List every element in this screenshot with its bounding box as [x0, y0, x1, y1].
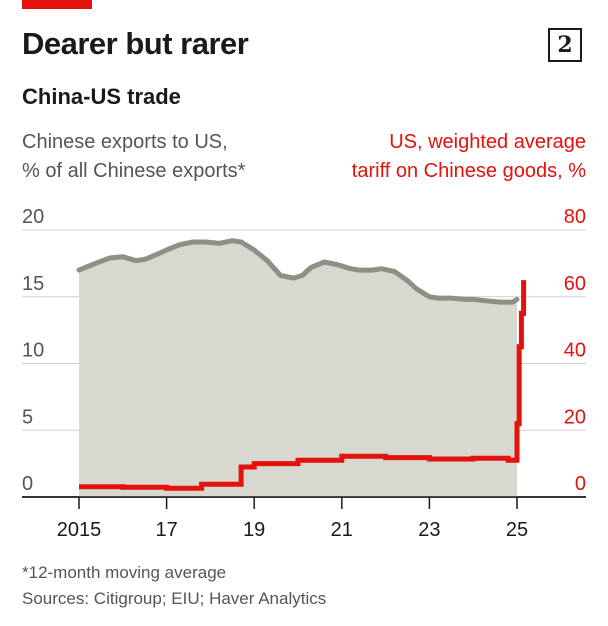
exports-share-line — [76, 238, 520, 305]
tariff-step-line — [79, 280, 527, 491]
x-tick-label: 25 — [506, 519, 528, 541]
left-tick-label: 5 — [22, 406, 33, 428]
x-tick-label: 17 — [155, 519, 177, 541]
right-tick-label: 20 — [564, 406, 586, 428]
left-tick-label: 0 — [22, 473, 33, 495]
brand-tab — [22, 0, 92, 9]
chart-subtitle: China-US trade — [22, 84, 181, 109]
x-tick-label: 23 — [418, 519, 440, 541]
chart-plot: 20 80 15 60 10 40 5 20 0 0 2015 17 19 21 23 25 — [22, 206, 586, 541]
left-axis-label-line1: Chinese exports to US, — [22, 131, 228, 153]
footnote-sources: Sources: Citigroup; EIU; Haver Analytics — [22, 589, 327, 608]
left-tick-label: 20 — [22, 206, 44, 228]
right-tick-label: 80 — [564, 206, 586, 228]
footnote: *12-month moving average Sources: Citigr… — [22, 560, 326, 612]
right-tick-label: 0 — [575, 473, 586, 495]
exports-share-area — [79, 240, 517, 497]
left-tick-label: 10 — [22, 340, 44, 362]
footnote-note: *12-month moving average — [22, 563, 227, 582]
left-axis-label: Chinese exports to US, % of all Chinese … — [22, 128, 245, 186]
left-tick-label: 15 — [22, 273, 44, 295]
right-tick-label: 60 — [564, 273, 586, 295]
right-axis-label-line1: US, weighted average — [389, 131, 586, 153]
right-axis-label: US, weighted average tariff on Chinese g… — [352, 128, 586, 186]
x-tick-label: 21 — [331, 519, 353, 541]
left-axis-label-line2: % of all Chinese exports* — [22, 160, 246, 182]
x-tick-label: 2015 — [57, 519, 102, 541]
right-tick-label: 40 — [564, 340, 586, 362]
x-tick-label: 19 — [243, 519, 265, 541]
right-axis-label-line2: tariff on Chinese goods, % — [351, 160, 586, 182]
chart-title: Dearer but rarer — [22, 26, 249, 61]
chart-number-badge: 2 — [548, 28, 582, 62]
